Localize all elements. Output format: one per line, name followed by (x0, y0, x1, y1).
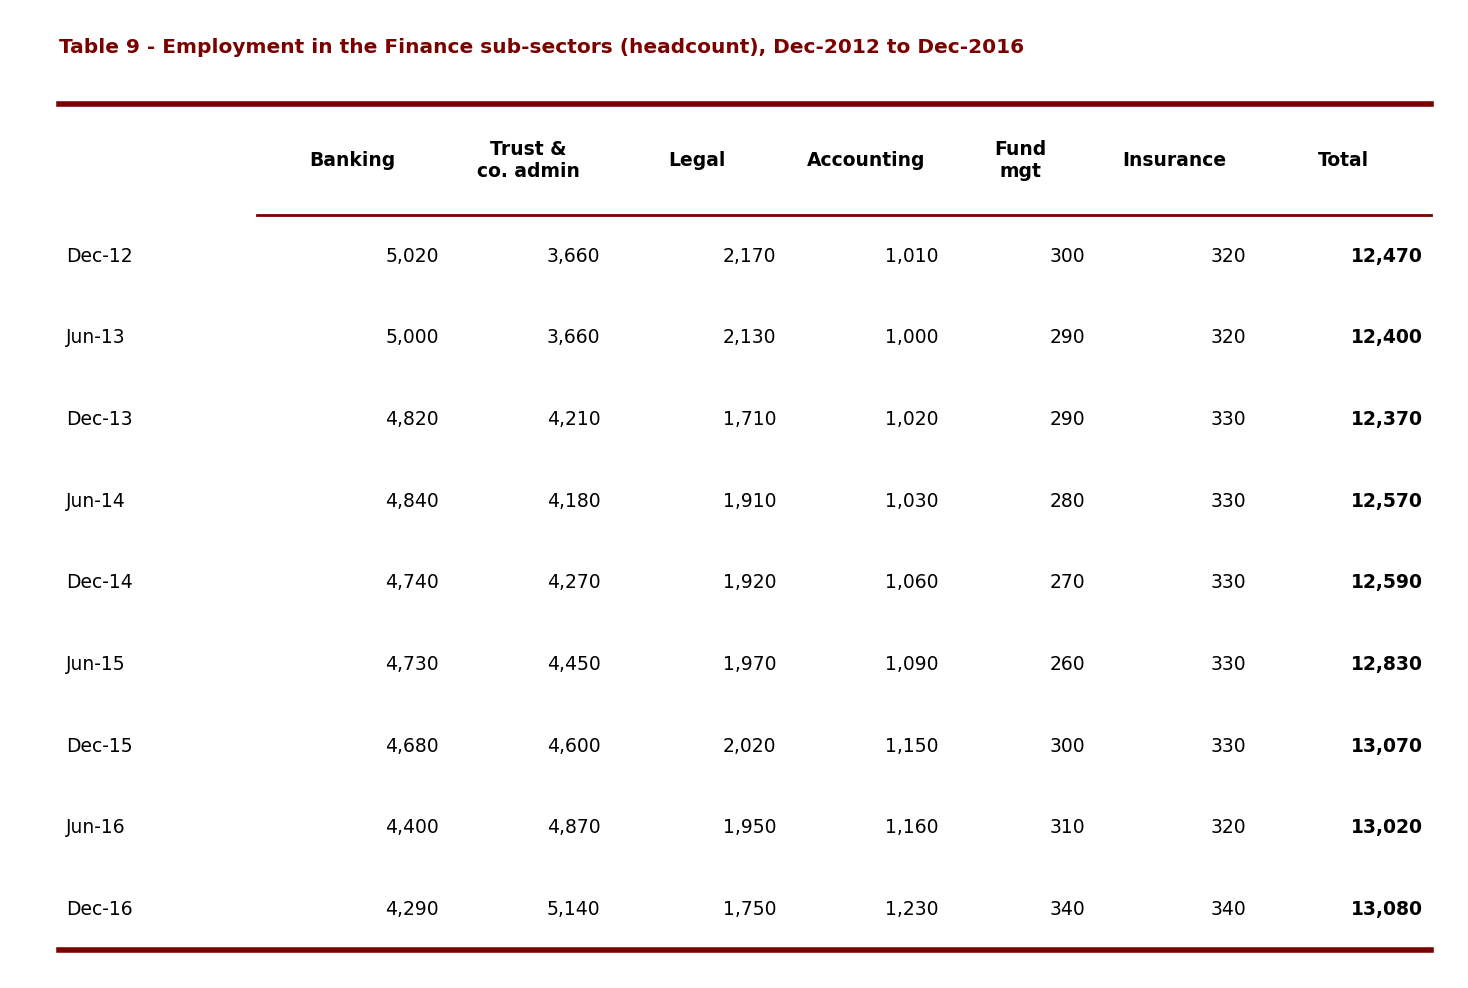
Text: 4,730: 4,730 (385, 655, 439, 674)
Text: Dec-14: Dec-14 (66, 573, 132, 593)
Text: 12,470: 12,470 (1351, 247, 1422, 266)
Text: Trust &
co. admin: Trust & co. admin (477, 139, 580, 181)
Text: Accounting: Accounting (807, 150, 925, 170)
Text: 3,660: 3,660 (548, 328, 600, 348)
Text: 13,070: 13,070 (1351, 737, 1422, 756)
Text: 4,740: 4,740 (385, 573, 439, 593)
Text: 270: 270 (1050, 573, 1085, 593)
Text: 330: 330 (1211, 573, 1246, 593)
Text: 1,020: 1,020 (885, 410, 938, 429)
Text: 2,020: 2,020 (724, 737, 777, 756)
Text: 330: 330 (1211, 737, 1246, 756)
Text: 4,600: 4,600 (546, 737, 600, 756)
Text: 320: 320 (1211, 328, 1246, 348)
Text: 1,000: 1,000 (885, 328, 938, 348)
Text: 1,970: 1,970 (724, 655, 777, 674)
Text: 1,150: 1,150 (885, 737, 938, 756)
Text: 1,750: 1,750 (724, 900, 777, 919)
Text: 12,830: 12,830 (1351, 655, 1422, 674)
Text: 300: 300 (1050, 247, 1085, 266)
Text: Jun-13: Jun-13 (66, 328, 126, 348)
Text: Jun-16: Jun-16 (66, 818, 126, 838)
Text: Jun-15: Jun-15 (66, 655, 126, 674)
Text: 4,840: 4,840 (385, 492, 439, 511)
Text: 300: 300 (1050, 737, 1085, 756)
Text: 5,020: 5,020 (386, 247, 439, 266)
Text: 4,180: 4,180 (546, 492, 600, 511)
Text: 12,400: 12,400 (1351, 328, 1422, 348)
Text: Table 9 - Employment in the Finance sub-sectors (headcount), Dec-2012 to Dec-201: Table 9 - Employment in the Finance sub-… (59, 38, 1023, 56)
Text: 1,920: 1,920 (724, 573, 777, 593)
Text: 330: 330 (1211, 655, 1246, 674)
Text: 1,230: 1,230 (885, 900, 938, 919)
Text: Dec-13: Dec-13 (66, 410, 132, 429)
Text: Banking: Banking (310, 150, 395, 170)
Text: 2,130: 2,130 (724, 328, 777, 348)
Text: 12,590: 12,590 (1351, 573, 1422, 593)
Text: 280: 280 (1050, 492, 1085, 511)
Text: Jun-14: Jun-14 (66, 492, 126, 511)
Text: 1,060: 1,060 (885, 573, 938, 593)
Text: 4,290: 4,290 (385, 900, 439, 919)
Text: 260: 260 (1050, 655, 1085, 674)
Text: 13,080: 13,080 (1351, 900, 1422, 919)
Text: 330: 330 (1211, 492, 1246, 511)
Text: 12,570: 12,570 (1351, 492, 1422, 511)
Text: 5,140: 5,140 (546, 900, 600, 919)
Text: Total: Total (1318, 150, 1368, 170)
Text: 5,000: 5,000 (386, 328, 439, 348)
Text: Legal: Legal (668, 150, 727, 170)
Text: Dec-15: Dec-15 (66, 737, 132, 756)
Text: 1,160: 1,160 (885, 818, 938, 838)
Text: 290: 290 (1050, 328, 1085, 348)
Text: Dec-12: Dec-12 (66, 247, 132, 266)
Text: 13,020: 13,020 (1351, 818, 1422, 838)
Text: 4,270: 4,270 (546, 573, 600, 593)
Text: Fund
mgt: Fund mgt (994, 139, 1047, 181)
Text: 1,910: 1,910 (724, 492, 777, 511)
Text: 320: 320 (1211, 247, 1246, 266)
Text: 290: 290 (1050, 410, 1085, 429)
Text: 1,010: 1,010 (885, 247, 938, 266)
Text: 1,030: 1,030 (885, 492, 938, 511)
Text: 4,870: 4,870 (546, 818, 600, 838)
Text: 1,710: 1,710 (724, 410, 777, 429)
Text: Dec-16: Dec-16 (66, 900, 132, 919)
Text: 12,370: 12,370 (1351, 410, 1422, 429)
Text: 1,090: 1,090 (885, 655, 938, 674)
Text: 1,950: 1,950 (724, 818, 777, 838)
Text: 310: 310 (1050, 818, 1085, 838)
Text: 4,680: 4,680 (385, 737, 439, 756)
Text: 4,450: 4,450 (546, 655, 600, 674)
Text: Insurance: Insurance (1123, 150, 1226, 170)
Text: 340: 340 (1050, 900, 1085, 919)
Text: 330: 330 (1211, 410, 1246, 429)
Text: 3,660: 3,660 (548, 247, 600, 266)
Text: 340: 340 (1211, 900, 1246, 919)
Text: 4,400: 4,400 (385, 818, 439, 838)
Text: 4,820: 4,820 (385, 410, 439, 429)
Text: 4,210: 4,210 (546, 410, 600, 429)
Text: 320: 320 (1211, 818, 1246, 838)
Text: 2,170: 2,170 (724, 247, 777, 266)
